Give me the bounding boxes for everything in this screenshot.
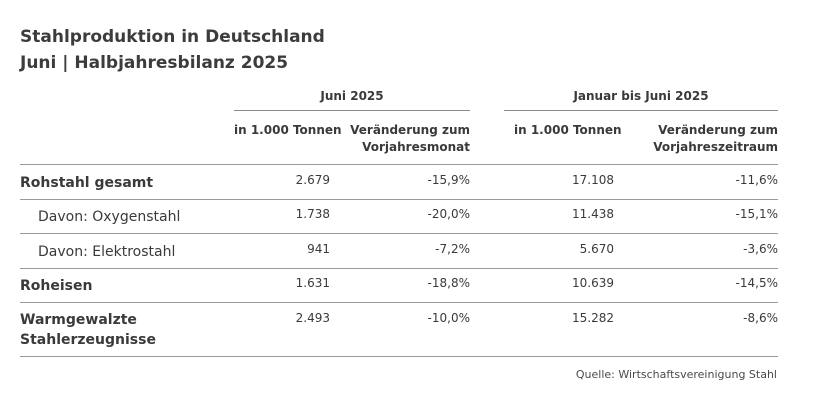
group-header-june: Juni 2025 bbox=[320, 89, 384, 103]
cell-ytd-tonnes: 15.282 bbox=[572, 311, 614, 325]
row-rule bbox=[20, 268, 778, 269]
cell-ytd-change: -14,5% bbox=[735, 276, 778, 290]
cell-june-change: -18,8% bbox=[427, 276, 470, 290]
title-line-2: Juni | Halbjahresbilanz 2025 bbox=[20, 53, 289, 73]
cell-ytd-tonnes: 17.108 bbox=[572, 173, 614, 187]
cell-june-change: -15,9% bbox=[427, 173, 470, 187]
cell-ytd-change: -8,6% bbox=[743, 311, 778, 325]
cell-june-change: -20,0% bbox=[427, 207, 470, 221]
col-header-june-tonnes: in 1.000 Tonnen bbox=[234, 123, 342, 137]
title-line-1: Stahlproduktion in Deutschland bbox=[20, 27, 325, 47]
header-rule bbox=[20, 164, 778, 165]
group-divider-june bbox=[234, 110, 470, 111]
cell-ytd-tonnes: 11.438 bbox=[572, 207, 614, 221]
cell-ytd-change: -3,6% bbox=[743, 242, 778, 256]
row-rule bbox=[20, 199, 778, 200]
cell-june-tonnes: 2.679 bbox=[295, 173, 330, 187]
cell-june-tonnes: 1.738 bbox=[295, 207, 330, 221]
page-title: Stahlproduktion in Deutschland Juni | Ha… bbox=[20, 24, 325, 76]
row-label: Rohstahl gesamt bbox=[20, 175, 154, 191]
cell-ytd-tonnes: 5.670 bbox=[579, 242, 614, 256]
col-header-ytd-change: Veränderung zum Vorjahreszeitraum bbox=[653, 123, 778, 154]
row-rule bbox=[20, 302, 778, 303]
cell-june-tonnes: 941 bbox=[307, 242, 330, 256]
row-label: Warmgewalzte Stahlerzeugnisse bbox=[20, 312, 156, 348]
cell-june-tonnes: 2.493 bbox=[295, 311, 330, 325]
col-header-ytd-tonnes: in 1.000 Tonnen bbox=[514, 123, 622, 137]
cell-june-tonnes: 1.631 bbox=[295, 276, 330, 290]
row-rule bbox=[20, 233, 778, 234]
cell-june-change: -10,0% bbox=[427, 311, 470, 325]
row-label: Davon: Elektrostahl bbox=[38, 244, 176, 260]
group-header-jan-june: Januar bis Juni 2025 bbox=[573, 89, 709, 103]
cell-ytd-change: -11,6% bbox=[735, 173, 778, 187]
cell-june-change: -7,2% bbox=[435, 242, 470, 256]
bottom-rule bbox=[20, 356, 778, 357]
group-divider-jan-june bbox=[504, 110, 778, 111]
cell-ytd-tonnes: 10.639 bbox=[572, 276, 614, 290]
col-header-june-change: Veränderung zum Vorjahresmonat bbox=[350, 123, 470, 154]
row-label: Roheisen bbox=[20, 278, 93, 294]
source-note: Quelle: Wirtschaftsvereinigung Stahl bbox=[575, 368, 777, 381]
row-label: Davon: Oxygenstahl bbox=[38, 209, 181, 225]
cell-ytd-change: -15,1% bbox=[735, 207, 778, 221]
